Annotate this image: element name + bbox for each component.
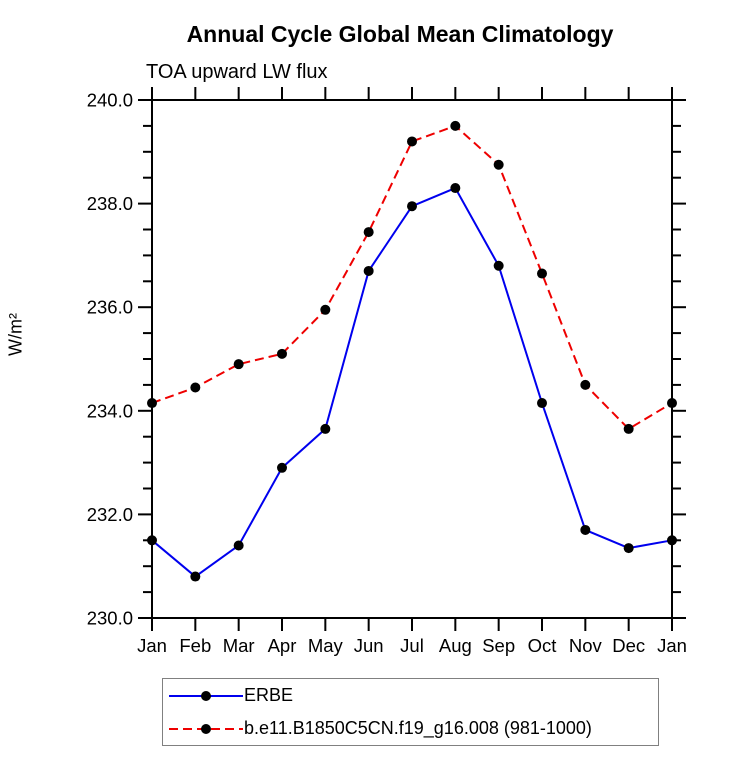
svg-text:230.0: 230.0 xyxy=(87,608,133,629)
legend-item: b.e11.B1850C5CN.f19_g16.008 (981-1000) xyxy=(163,712,658,745)
svg-text:Jul: Jul xyxy=(400,635,424,656)
legend-label: b.e11.B1850C5CN.f19_g16.008 (981-1000) xyxy=(244,718,592,738)
svg-text:232.0: 232.0 xyxy=(87,504,133,525)
x-ticks xyxy=(151,87,673,631)
svg-text:Aug: Aug xyxy=(439,635,472,656)
svg-text:236.0: 236.0 xyxy=(87,297,133,318)
svg-text:Jan: Jan xyxy=(657,635,687,656)
series-markers xyxy=(147,183,677,582)
y-ticks xyxy=(138,99,686,619)
svg-text:Jan: Jan xyxy=(137,635,167,656)
legend-label: ERBE xyxy=(244,685,294,705)
svg-text:Mar: Mar xyxy=(223,635,255,656)
svg-text:Feb: Feb xyxy=(179,635,211,656)
svg-text:Nov: Nov xyxy=(569,635,603,656)
legend-item: ERBE xyxy=(163,679,658,712)
svg-text:Apr: Apr xyxy=(268,635,297,656)
x-tick-labels: Jan Feb Mar Apr May Jun Jul Aug Sep Oct Nov Dec Jan xyxy=(137,635,687,656)
series-line xyxy=(151,124,673,431)
svg-text:238.0: 238.0 xyxy=(87,193,133,214)
chart-subtitle: TOA upward LW flux xyxy=(146,61,328,83)
svg-text:May: May xyxy=(308,635,344,656)
plot-frame xyxy=(151,99,673,619)
y-tick-labels: 230.0 232.0 234.0 236.0 238.0 240.0 xyxy=(87,90,133,629)
svg-text:240.0: 240.0 xyxy=(87,90,133,111)
legend-line-sample-icon xyxy=(169,723,243,734)
legend-line-sample-icon xyxy=(169,690,243,701)
svg-text:Oct: Oct xyxy=(528,635,557,656)
legend: ERBE b.e11.B1850C5CN.f19_g16.008 (981-100… xyxy=(162,678,659,746)
svg-text:Dec: Dec xyxy=(612,635,645,656)
series-markers xyxy=(147,120,677,434)
svg-text:Sep: Sep xyxy=(482,635,515,656)
svg-text:234.0: 234.0 xyxy=(87,400,133,421)
series-line xyxy=(151,186,673,578)
svg-text:Jun: Jun xyxy=(354,635,384,656)
chart-title: Annual Cycle Global Mean Climatology xyxy=(186,21,614,47)
